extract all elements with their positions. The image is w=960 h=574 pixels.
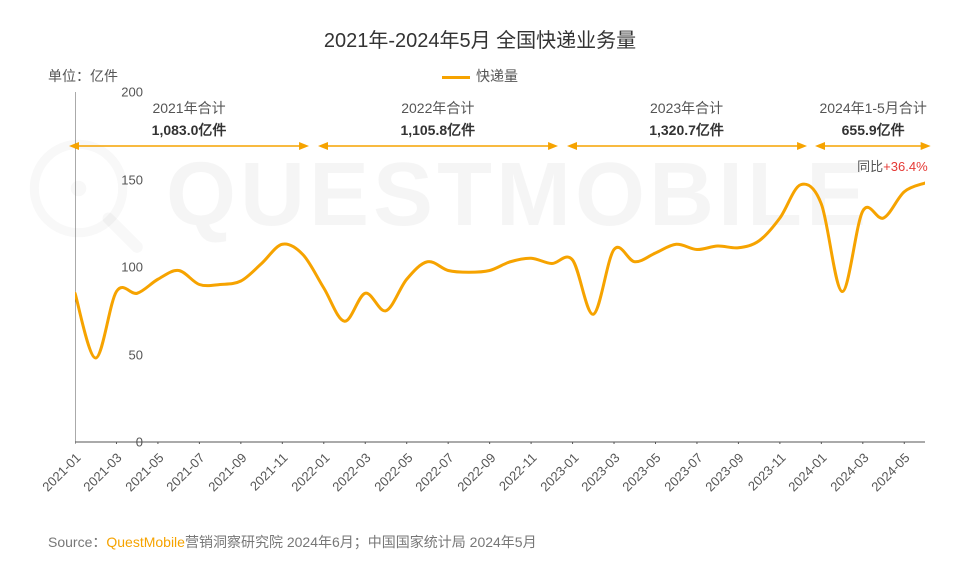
- chart-container: QUESTMOBILE 2021年-2024年5月 全国快递业务量 单位：亿件 …: [0, 0, 960, 574]
- annotation-arrow: [69, 139, 309, 153]
- x-tick-label: 2021-11: [247, 450, 291, 494]
- x-tick-label: 2021-03: [81, 450, 125, 494]
- annotation-arrow: [815, 139, 931, 153]
- x-tick-label: 2022-11: [496, 450, 540, 494]
- x-tick-label: 2023-07: [661, 450, 705, 494]
- x-tick-label: 2023-11: [745, 450, 789, 494]
- legend-label: 快递量: [476, 68, 518, 84]
- annotation-label: 2022年合计: [401, 98, 474, 118]
- x-tick-label: 2022-03: [329, 450, 373, 494]
- x-tick-label: 2024-01: [786, 450, 830, 494]
- x-tick-label: 2022-01: [288, 450, 332, 494]
- x-tick-label: 2023-01: [537, 450, 581, 494]
- x-tick-label: 2021-01: [39, 450, 83, 494]
- x-tick-label: 2024-03: [827, 450, 871, 494]
- annotation-value: 1,083.0亿件: [152, 120, 227, 140]
- annotation-label: 2021年合计: [152, 98, 225, 118]
- annotation-value: 655.9亿件: [842, 120, 905, 140]
- annotation-label: 2023年合计: [650, 98, 723, 118]
- x-tick-label: 2021-05: [122, 450, 166, 494]
- legend-swatch: [442, 76, 470, 79]
- source-rest: 营销洞察研究院 2024年6月；中国国家统计局 2024年5月: [185, 534, 537, 550]
- x-tick-label: 2024-05: [869, 450, 913, 494]
- x-tick-label: 2023-09: [703, 450, 747, 494]
- x-tick-label: 2022-07: [412, 450, 456, 494]
- x-tick-label: 2021-07: [164, 450, 208, 494]
- x-tick-label: 2022-09: [454, 450, 498, 494]
- series-line: [75, 183, 925, 358]
- x-tick-label: 2023-05: [620, 450, 664, 494]
- x-tick-label: 2021-09: [205, 450, 249, 494]
- annotation-value: 1,105.8亿件: [400, 120, 475, 140]
- x-tick-label: 2023-03: [578, 450, 622, 494]
- annotation-label: 2024年1-5月合计: [819, 98, 926, 118]
- chart-title: 2021年-2024年5月 全国快递业务量: [0, 24, 960, 53]
- annotation-arrow: [318, 139, 558, 153]
- source-line: Source：QuestMobile营销洞察研究院 2024年6月；中国国家统计…: [48, 532, 537, 552]
- annotation-arrow: [567, 139, 807, 153]
- yoy-prefix: 同比: [857, 159, 883, 174]
- source-brand: QuestMobile: [106, 534, 185, 550]
- plot-area: 0501001502002021-012021-032021-052021-07…: [75, 92, 925, 442]
- annotation-value: 1,320.7亿件: [649, 120, 724, 140]
- yoy-value: +36.4%: [883, 159, 927, 174]
- yoy-label: 同比+36.4%: [857, 156, 927, 175]
- legend: 快递量: [0, 66, 960, 86]
- x-tick-label: 2022-05: [371, 450, 415, 494]
- source-prefix: Source：: [48, 534, 106, 550]
